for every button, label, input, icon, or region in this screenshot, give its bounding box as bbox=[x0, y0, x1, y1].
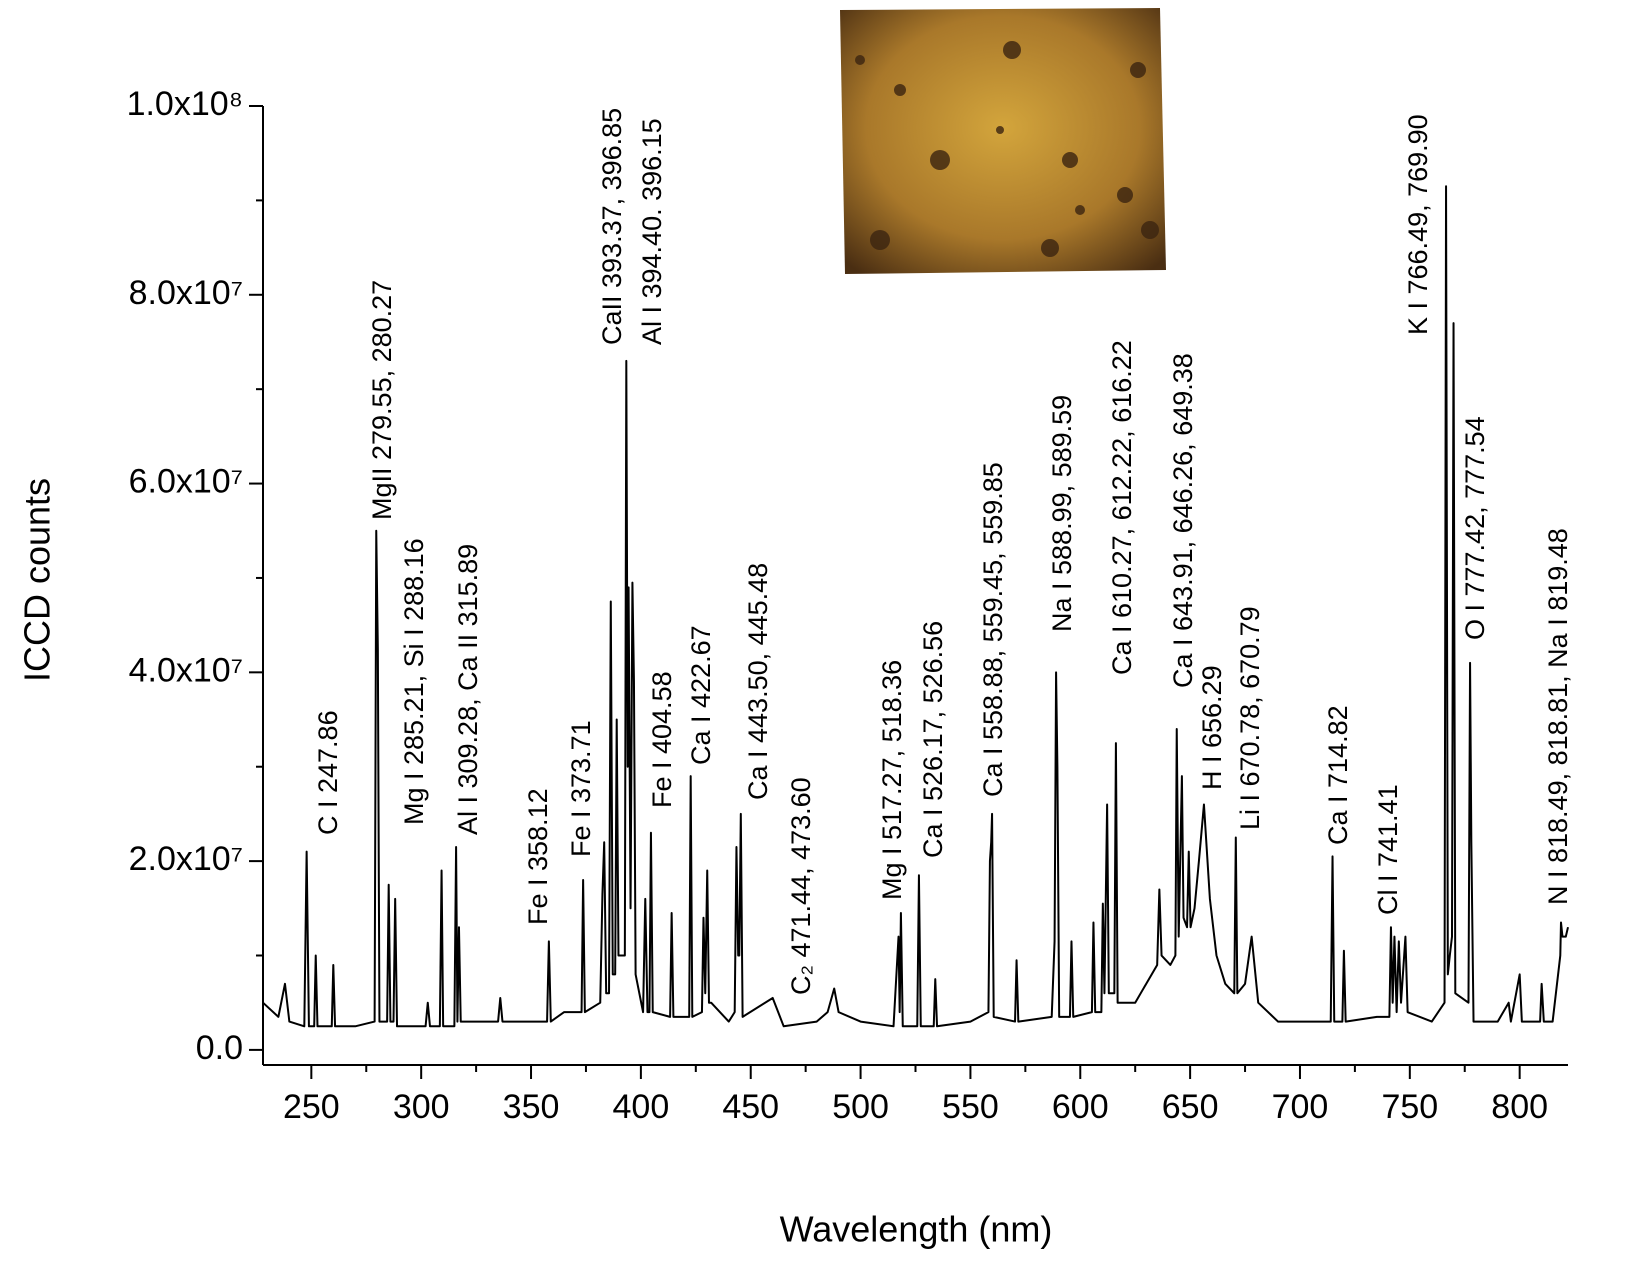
peak-label: Na I 588.99, 589.59 bbox=[1047, 395, 1077, 632]
peak-label: Mg I 285.21, Si I 288.16 bbox=[399, 538, 429, 825]
chart: Wavelength (nm) ICCD counts 0.0 2.0x10⁷ 4.… bbox=[0, 0, 1644, 1262]
peak-label: N I 818.49, 818.81, Na I 819.48 bbox=[1543, 528, 1573, 905]
photo-sample bbox=[840, 8, 1166, 274]
y-tick-label: 6.0x10⁷ bbox=[129, 463, 243, 501]
peak-label: Mg I 517.27, 518.36 bbox=[877, 660, 907, 900]
peak-label: Ca I 714.82 bbox=[1323, 705, 1353, 845]
inset-photo bbox=[840, 8, 1166, 274]
peak-label: Ca I 443.50, 445.48 bbox=[743, 563, 773, 800]
y-axis-title: ICCD counts bbox=[17, 478, 58, 682]
y-tick-label: 2.0x10⁷ bbox=[129, 840, 243, 878]
peak-label: K I 766.49, 769.90 bbox=[1403, 114, 1433, 335]
x-tick-label: 650 bbox=[1162, 1088, 1219, 1126]
peak-label: Ca I 610.27, 612.22, 616.22 bbox=[1107, 340, 1137, 675]
peak-label: Al I 309.28, Ca II 315.89 bbox=[453, 544, 483, 835]
x-tick-label: 600 bbox=[1052, 1088, 1109, 1126]
x-tick-label: 700 bbox=[1272, 1088, 1329, 1126]
y-tick-label: 0.0 bbox=[196, 1029, 243, 1067]
x-tick-label: 350 bbox=[503, 1088, 560, 1126]
x-tick-label: 800 bbox=[1491, 1088, 1548, 1126]
peak-label: Li I 670.78, 670.79 bbox=[1235, 606, 1265, 830]
peak-label: Al I 394.40. 396.15 bbox=[637, 118, 667, 345]
peak-label: Ca I 643.91, 646.26, 649.38 bbox=[1168, 353, 1198, 688]
x-tick-label: 400 bbox=[613, 1088, 670, 1126]
peak-label: Fe I 358.12 bbox=[523, 788, 553, 925]
x-tick-label: 450 bbox=[722, 1088, 779, 1126]
peak-label: Ca I 558.88, 559.45, 559.85 bbox=[978, 462, 1008, 797]
x-axis-title: Wavelength (nm) bbox=[780, 1209, 1053, 1250]
peak-label: MgII 279.55, 280.27 bbox=[367, 280, 397, 520]
x-tick-label: 550 bbox=[942, 1088, 999, 1126]
peak-label: Fe I 373.71 bbox=[566, 720, 596, 857]
peak-label: Fe I 404.58 bbox=[647, 671, 677, 808]
peak-label: C I 247.86 bbox=[313, 710, 343, 835]
peak-label: H I 656.29 bbox=[1197, 665, 1227, 790]
peak-label: Ca I 526.17, 526.56 bbox=[918, 621, 948, 858]
x-tick-label: 300 bbox=[393, 1088, 450, 1126]
y-tick-label: 1.0x10⁸ bbox=[127, 85, 243, 123]
peak-label: CaII 393.37, 396.85 bbox=[597, 108, 627, 345]
peak-label: C₂ 471.44, 473.60 bbox=[786, 777, 816, 995]
peak-label: Cl I 741.41 bbox=[1373, 784, 1403, 915]
x-tick-label: 750 bbox=[1381, 1088, 1438, 1126]
peak-label: O I 777.42, 777.54 bbox=[1460, 416, 1490, 640]
y-tick-label: 8.0x10⁷ bbox=[129, 274, 243, 312]
x-tick-label: 500 bbox=[832, 1088, 889, 1126]
peak-label: Ca I 422.67 bbox=[686, 625, 716, 765]
y-tick-label: 4.0x10⁷ bbox=[129, 651, 243, 689]
x-tick-label: 250 bbox=[283, 1088, 340, 1126]
